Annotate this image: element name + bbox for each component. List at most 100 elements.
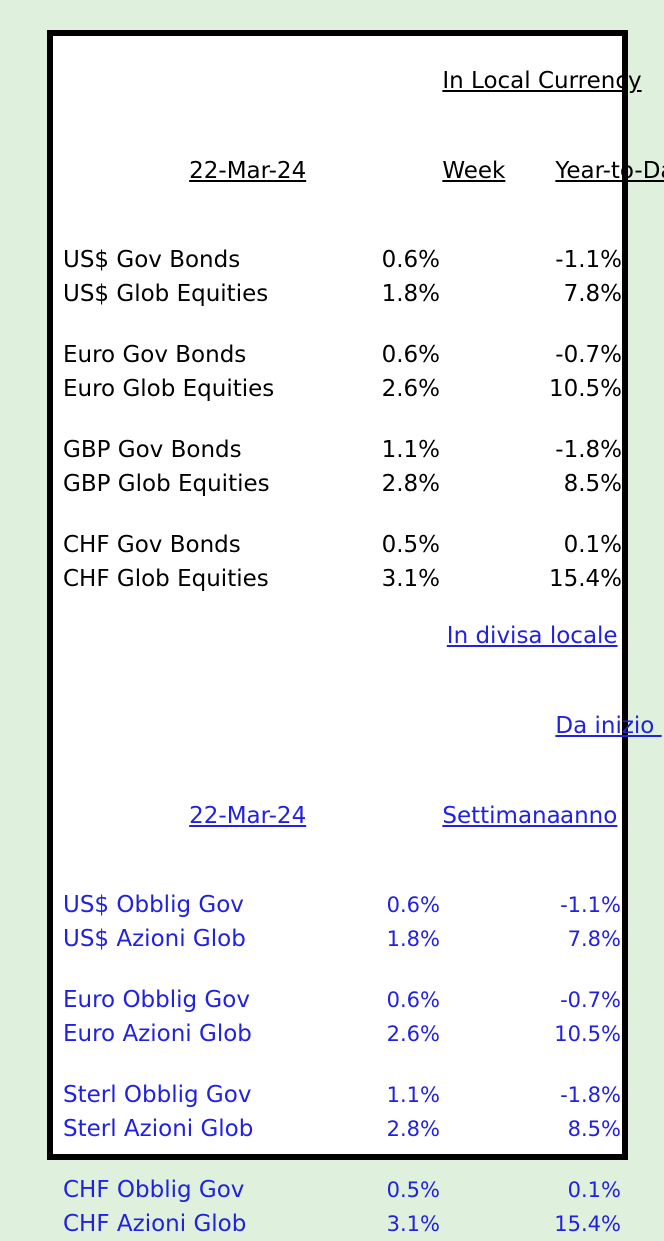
row-ytd-value: 7.8% (567, 927, 621, 951)
row-ytd-value: 10.5% (554, 1022, 621, 1046)
row-ytd-value: -0.7% (560, 988, 621, 1012)
header-ytd-line2-label: anno (560, 803, 618, 829)
group-header-label: In Local Currency (442, 68, 642, 94)
group-header-divisa-locale: In divisa locale (340, 591, 622, 681)
header-week-label: Week (442, 158, 506, 184)
header-ytd-line1: Da inizio (453, 681, 654, 771)
header-ytd-label: Year-to-Date (555, 158, 664, 184)
row-label: Sterl Obblig Gov (63, 1082, 252, 1108)
table-it-subheader-row: Da inizio (53, 681, 654, 771)
row-label: US$ Azioni Glob (63, 926, 246, 952)
row-week-value: 2.8% (381, 471, 440, 497)
row-ytd-value: -1.1% (560, 893, 621, 917)
spacer-row (53, 216, 622, 243)
table-row: Sterl Obblig Gov 1.1% -1.8% (53, 1078, 622, 1112)
row-week-value: 2.8% (386, 1117, 440, 1141)
header-ytd: Year-to-Date (453, 126, 664, 216)
header-ytd-line2: anno (453, 771, 622, 861)
spacer-row (53, 311, 622, 338)
row-label: CHF Azioni Glob (63, 1211, 247, 1237)
table-en-group-header-row: In Local Currency (53, 36, 641, 126)
table-row: Euro Glob Equities 2.6% 10.5% (53, 372, 622, 406)
table-it-column-header-row: 22-Mar-24 Settimana anno (53, 771, 622, 861)
row-ytd-value: 15.4% (548, 566, 623, 592)
header-date-label: 22-Mar-24 (189, 803, 307, 829)
table-it-group-header-row: In divisa locale (53, 591, 622, 681)
row-week-value: 1.8% (381, 281, 440, 307)
table-en-column-header-row: 22-Mar-24 Week Year-to-Date (53, 126, 664, 216)
spacer-row (53, 501, 622, 528)
table-row: GBP Glob Equities 2.8% 8.5% (53, 467, 622, 501)
table-row: CHF Obblig Gov 0.5% 0.1% (53, 1173, 622, 1207)
table-row: US$ Azioni Glob 1.8% 7.8% (53, 922, 622, 956)
row-week-value: 3.1% (381, 566, 440, 592)
spacer-cell (53, 591, 340, 681)
page-root: In Local Currency 22-Mar-24 Week Year-to… (47, 30, 664, 1237)
row-label: GBP Glob Equities (63, 471, 270, 497)
row-label: Euro Obblig Gov (63, 987, 250, 1013)
row-week-value: 0.6% (381, 247, 440, 273)
spacer-row (53, 406, 622, 433)
header-date: 22-Mar-24 (53, 771, 340, 861)
row-label: Euro Glob Equities (63, 376, 275, 402)
row-ytd-value: 8.5% (563, 471, 623, 497)
table-row: CHF Gov Bonds 0.5% 0.1% (53, 528, 622, 562)
header-week-label: Settimana (442, 803, 561, 829)
row-week-value: 0.6% (381, 342, 440, 368)
header-week: Settimana (340, 771, 560, 861)
row-week-value: 1.8% (386, 927, 440, 951)
row-week-value: 2.6% (386, 1022, 440, 1046)
spacer-row (53, 1146, 622, 1173)
row-label: GBP Gov Bonds (63, 437, 242, 463)
row-label: Euro Azioni Glob (63, 1021, 252, 1047)
table-row: CHF Glob Equities 3.1% 15.4% (53, 562, 622, 596)
spacer-row (53, 861, 622, 888)
row-week-value: 1.1% (386, 1083, 440, 1107)
row-week-value: 0.5% (386, 1178, 440, 1202)
row-label: CHF Glob Equities (63, 566, 269, 592)
header-date-label: 22-Mar-24 (189, 158, 307, 184)
row-label: US$ Obblig Gov (63, 892, 244, 918)
row-ytd-value: 8.5% (567, 1117, 621, 1141)
table-row: Euro Gov Bonds 0.6% -0.7% (53, 338, 622, 372)
returns-table-italian: In divisa locale Da inizio 22-Mar-24 (53, 591, 654, 1241)
spacer-cell (53, 681, 340, 771)
row-ytd-value: 15.4% (554, 1212, 621, 1236)
row-week-value: 0.6% (386, 988, 440, 1012)
row-label: US$ Gov Bonds (63, 247, 241, 273)
row-label: US$ Glob Equities (63, 281, 269, 307)
spacer-cell (53, 36, 340, 126)
row-ytd-value: 10.5% (548, 376, 623, 402)
row-label: Euro Gov Bonds (63, 342, 247, 368)
returns-table-english: In Local Currency 22-Mar-24 Week Year-to… (53, 36, 664, 596)
header-date: 22-Mar-24 (53, 126, 340, 216)
row-label: CHF Gov Bonds (63, 532, 241, 558)
table-row: CHF Azioni Glob 3.1% 15.4% (53, 1207, 622, 1241)
table-row: Euro Obblig Gov 0.6% -0.7% (53, 983, 622, 1017)
table-row: US$ Gov Bonds 0.6% -1.1% (53, 243, 622, 277)
row-week-value: 0.5% (381, 532, 440, 558)
row-ytd-value: -1.8% (560, 1083, 621, 1107)
panel-inner: In Local Currency 22-Mar-24 Week Year-to… (53, 36, 664, 1237)
table-row: Euro Azioni Glob 2.6% 10.5% (53, 1017, 622, 1051)
spacer-cell (340, 681, 453, 771)
returns-panel: In Local Currency 22-Mar-24 Week Year-to… (47, 30, 664, 1237)
row-ytd-value: -0.7% (555, 342, 623, 368)
group-header-local-currency: In Local Currency (340, 36, 641, 126)
header-week: Week (340, 126, 505, 216)
row-week-value: 2.6% (381, 376, 440, 402)
spacer-row (53, 956, 622, 983)
group-header-label: In divisa locale (446, 623, 618, 649)
row-ytd-value: 0.1% (563, 532, 623, 558)
row-label: CHF Obblig Gov (63, 1177, 245, 1203)
header-ytd-line1-label: Da inizio (555, 713, 662, 739)
row-ytd-value: 0.1% (567, 1178, 621, 1202)
row-ytd-value: -1.8% (555, 437, 623, 463)
table-row: GBP Gov Bonds 1.1% -1.8% (53, 433, 622, 467)
table-row: Sterl Azioni Glob 2.8% 8.5% (53, 1112, 622, 1146)
table-row: US$ Glob Equities 1.8% 7.8% (53, 277, 622, 311)
row-week-value: 3.1% (386, 1212, 440, 1236)
row-label: Sterl Azioni Glob (63, 1116, 254, 1142)
row-ytd-value: 7.8% (563, 281, 623, 307)
row-week-value: 1.1% (381, 437, 440, 463)
